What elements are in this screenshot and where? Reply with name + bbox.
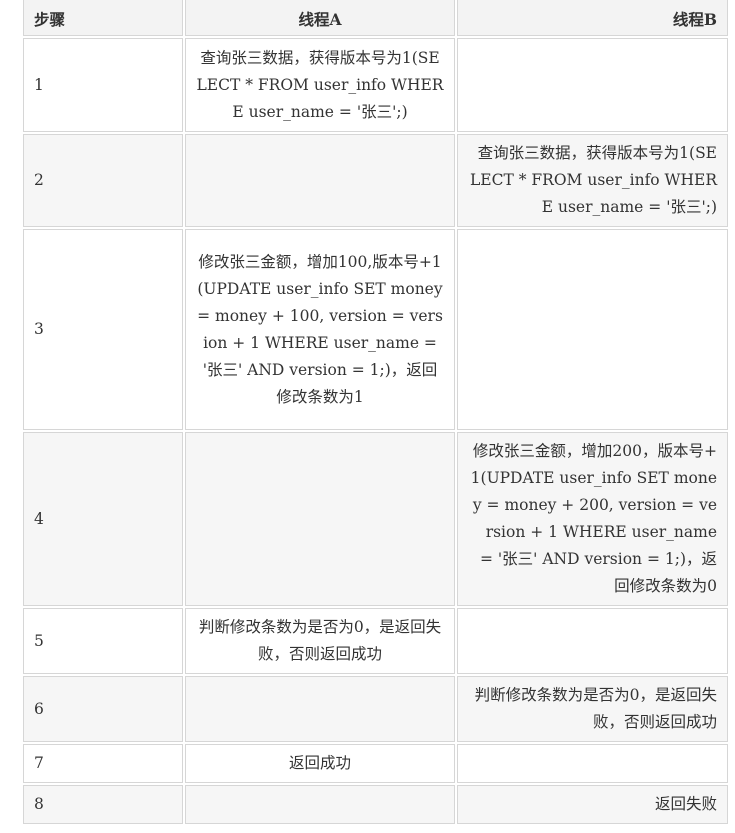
step-cell: 7 bbox=[23, 744, 183, 783]
header-thread-b: 线程B bbox=[457, 0, 728, 36]
thread-b-cell: 修改张三金额，增加200，版本号+1(UPDATE user_info SET … bbox=[457, 432, 728, 606]
thread-b-cell bbox=[457, 229, 728, 430]
thread-b-cell bbox=[457, 744, 728, 783]
step-cell: 2 bbox=[23, 134, 183, 227]
thread-a-cell: 返回成功 bbox=[185, 744, 455, 783]
thread-b-cell: 查询张三数据，获得版本号为1(SELECT * FROM user_info W… bbox=[457, 134, 728, 227]
header-step: 步骤 bbox=[23, 0, 183, 36]
thread-a-cell bbox=[185, 785, 455, 824]
table-row: 4 修改张三金额，增加200，版本号+1(UPDATE user_info SE… bbox=[23, 432, 728, 606]
thread-b-cell bbox=[457, 38, 728, 132]
table-row: 7 返回成功 bbox=[23, 744, 728, 783]
thread-a-cell: 查询张三数据，获得版本号为1(SELECT * FROM user_info W… bbox=[185, 38, 455, 132]
table-row: 6 判断修改条数为是否为0，是返回失败，否则返回成功 bbox=[23, 676, 728, 742]
step-cell: 3 bbox=[23, 229, 183, 430]
thread-a-cell: 修改张三金额，增加100,版本号+1(UPDATE user_info SET … bbox=[185, 229, 455, 430]
table-row: 1 查询张三数据，获得版本号为1(SELECT * FROM user_info… bbox=[23, 38, 728, 132]
thread-b-cell bbox=[457, 608, 728, 674]
thread-a-cell bbox=[185, 134, 455, 227]
table-row: 2 查询张三数据，获得版本号为1(SELECT * FROM user_info… bbox=[23, 134, 728, 227]
header-thread-a: 线程A bbox=[185, 0, 455, 36]
table-row: 3 修改张三金额，增加100,版本号+1(UPDATE user_info SE… bbox=[23, 229, 728, 430]
thread-b-cell: 返回失败 bbox=[457, 785, 728, 824]
table-row: 5 判断修改条数为是否为0，是返回失败，否则返回成功 bbox=[23, 608, 728, 674]
step-cell: 8 bbox=[23, 785, 183, 824]
thread-a-cell bbox=[185, 676, 455, 742]
table-row: 8 返回失败 bbox=[23, 785, 728, 824]
thread-a-cell bbox=[185, 432, 455, 606]
step-cell: 6 bbox=[23, 676, 183, 742]
thread-a-cell: 判断修改条数为是否为0，是返回失败，否则返回成功 bbox=[185, 608, 455, 674]
step-cell: 1 bbox=[23, 38, 183, 132]
version-lock-table: 步骤 线程A 线程B 1 查询张三数据，获得版本号为1(SELECT * FRO… bbox=[21, 0, 730, 826]
step-cell: 4 bbox=[23, 432, 183, 606]
table-header-row: 步骤 线程A 线程B bbox=[23, 0, 728, 36]
step-cell: 5 bbox=[23, 608, 183, 674]
thread-b-cell: 判断修改条数为是否为0，是返回失败，否则返回成功 bbox=[457, 676, 728, 742]
